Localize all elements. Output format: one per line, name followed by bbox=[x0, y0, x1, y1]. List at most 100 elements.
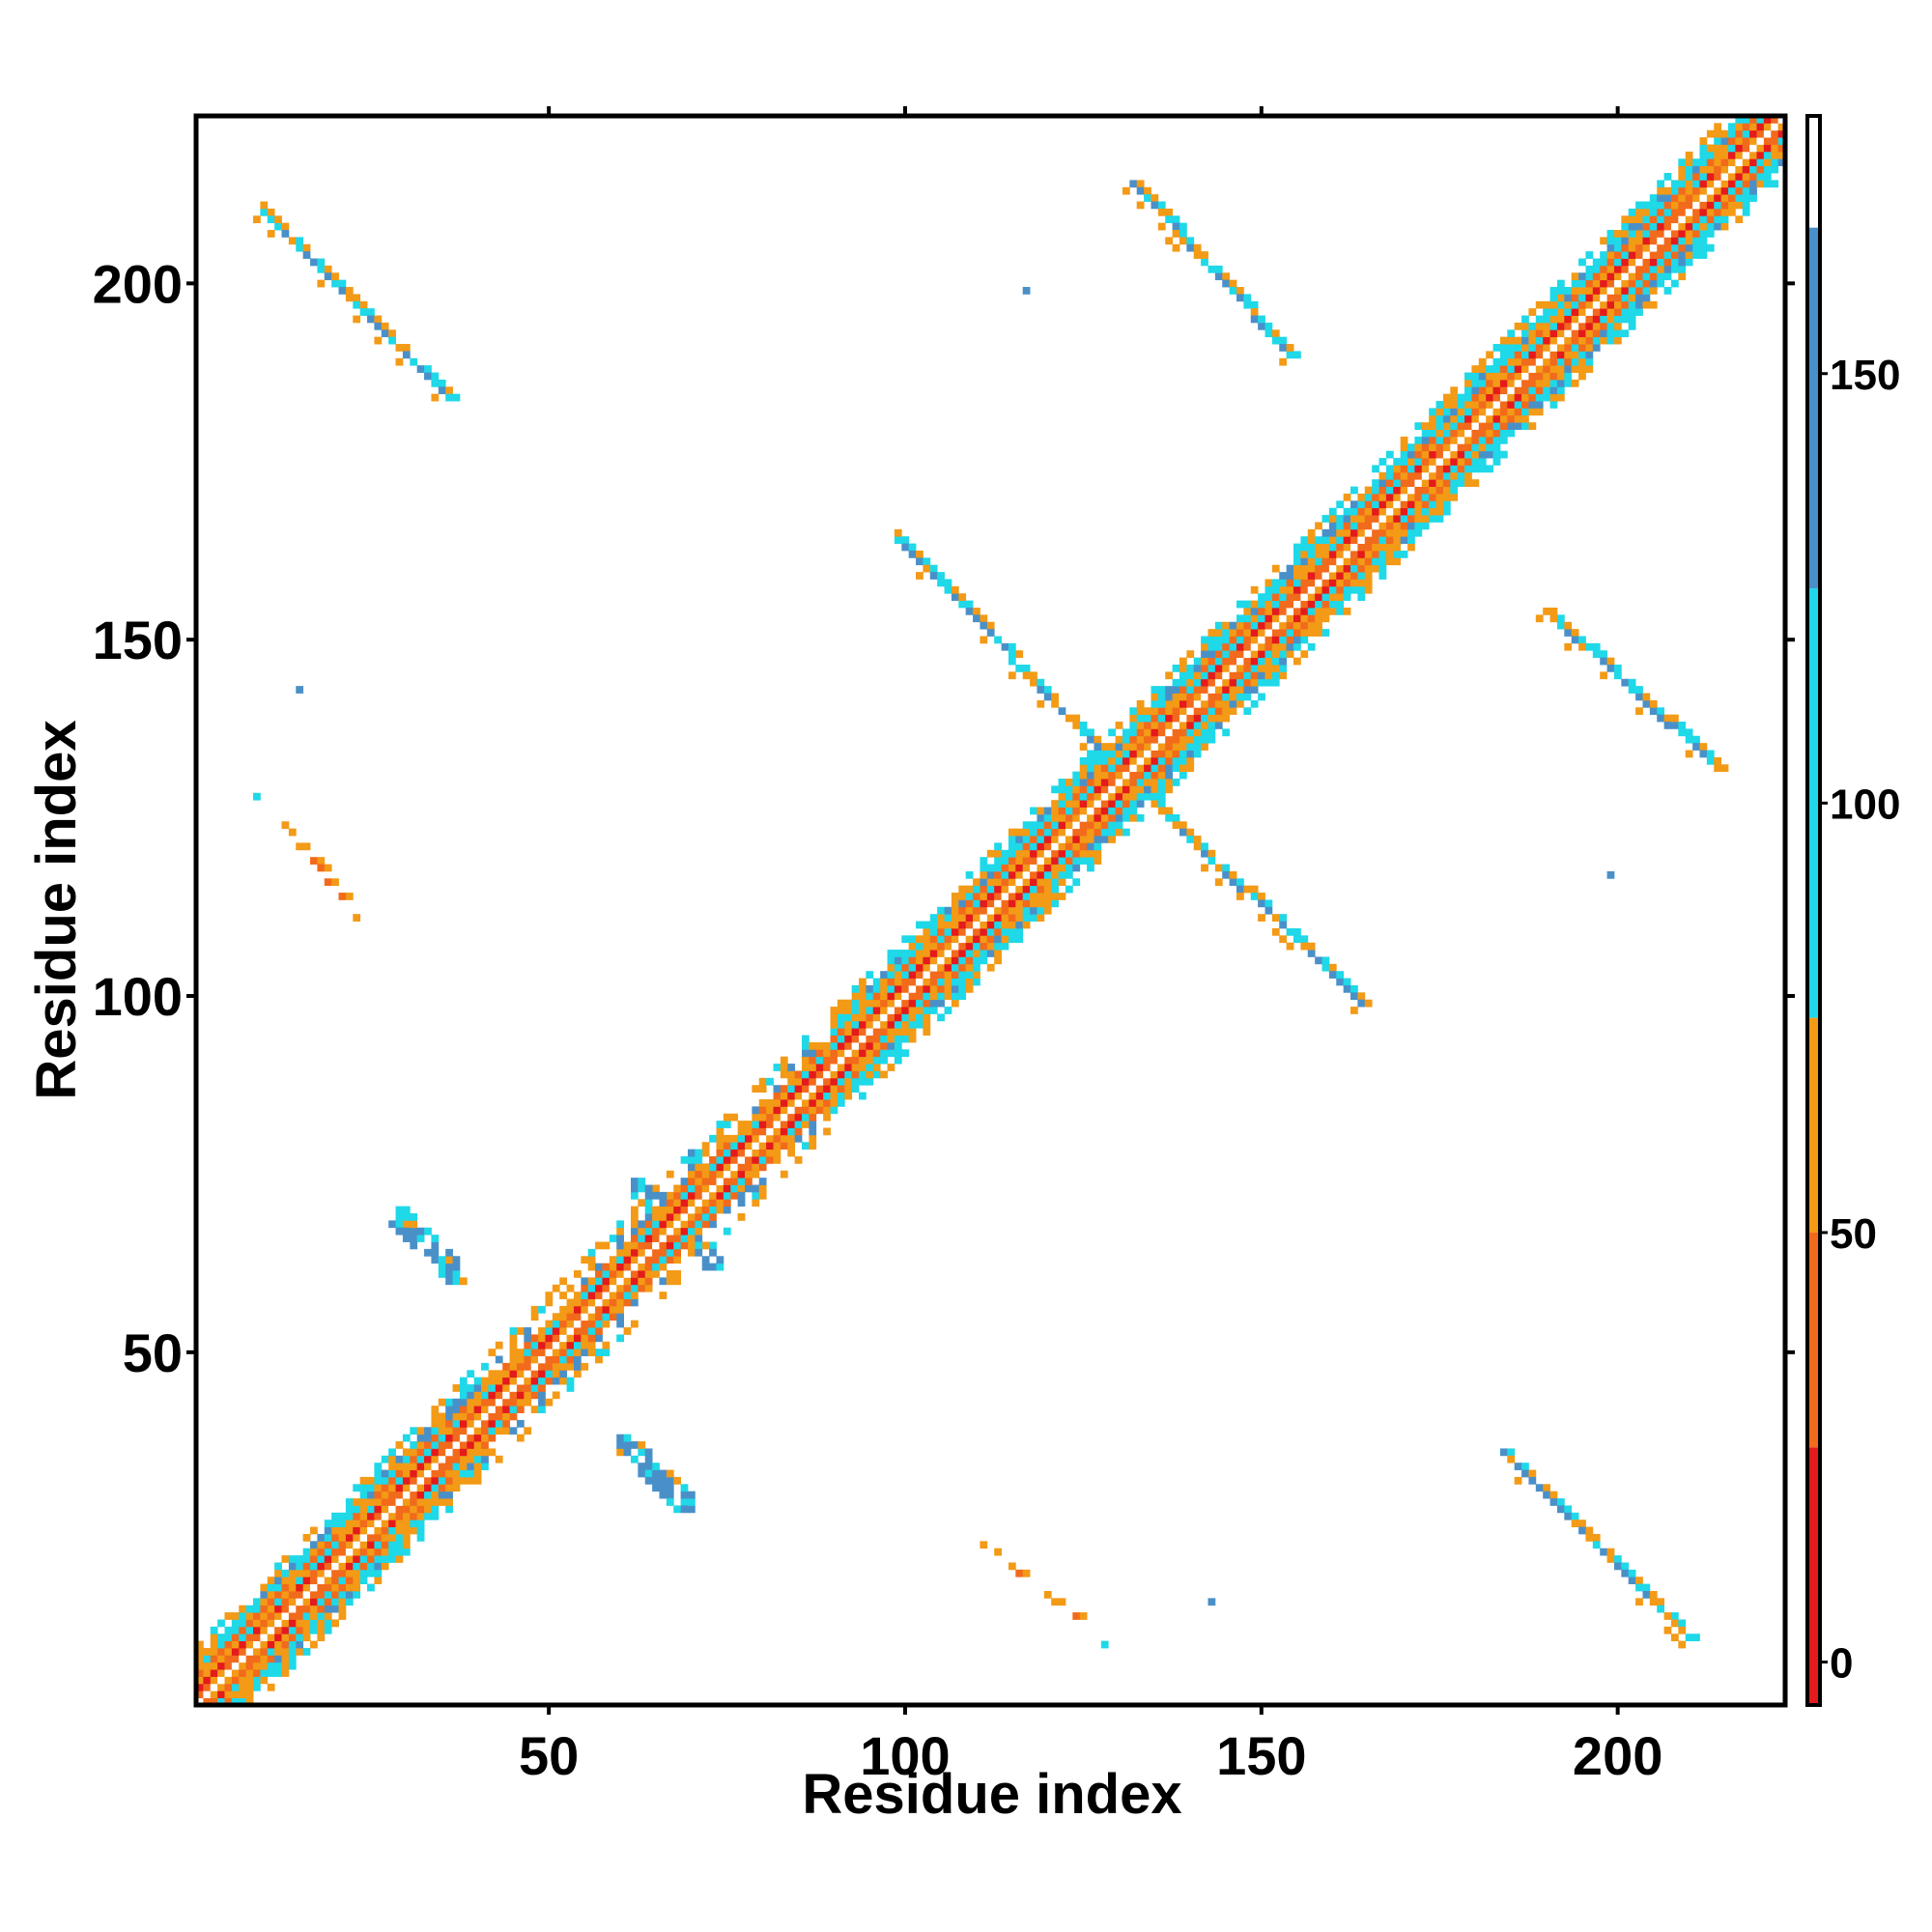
heatmap-cell bbox=[1008, 878, 1016, 887]
heatmap-cell bbox=[1507, 336, 1516, 345]
heatmap-cell bbox=[880, 978, 888, 986]
heatmap-cell bbox=[937, 935, 945, 944]
heatmap-cell bbox=[473, 1441, 482, 1449]
heatmap-cell bbox=[1157, 764, 1166, 773]
heatmap-cell bbox=[723, 1206, 731, 1214]
heatmap-cell bbox=[652, 1206, 660, 1214]
heatmap-cell bbox=[687, 1241, 696, 1250]
heatmap-cell bbox=[815, 1085, 824, 1094]
heatmap-cell bbox=[844, 1056, 853, 1065]
heatmap-cell bbox=[1621, 294, 1630, 302]
heatmap-cell bbox=[1321, 600, 1330, 609]
heatmap-cell bbox=[288, 1640, 297, 1649]
heatmap-cell bbox=[1543, 607, 1550, 615]
heatmap-cell bbox=[1578, 279, 1586, 288]
heatmap-cell bbox=[1670, 186, 1679, 195]
heatmap-cell bbox=[1621, 251, 1630, 259]
heatmap-cell bbox=[1058, 807, 1066, 815]
heatmap-cell bbox=[274, 1669, 282, 1677]
heatmap-cell bbox=[1129, 756, 1138, 765]
heatmap-cell bbox=[1592, 1533, 1601, 1542]
heatmap-cell bbox=[1201, 650, 1208, 659]
heatmap-cell bbox=[1328, 585, 1337, 594]
heatmap-cell bbox=[1621, 678, 1630, 687]
heatmap-cell bbox=[687, 1191, 696, 1200]
heatmap-cell bbox=[787, 1092, 796, 1100]
heatmap-cell bbox=[1727, 151, 1736, 159]
heatmap-cell bbox=[980, 870, 988, 879]
heatmap-cell bbox=[1043, 828, 1052, 837]
heatmap-cell bbox=[929, 572, 938, 580]
heatmap-cell bbox=[1471, 401, 1480, 409]
heatmap-cell bbox=[1193, 657, 1202, 666]
heatmap-cell bbox=[965, 927, 974, 936]
heatmap-cell bbox=[587, 1305, 596, 1314]
heatmap-cell bbox=[1714, 123, 1722, 131]
heatmap-cell bbox=[923, 1028, 931, 1036]
heatmap-cell bbox=[723, 1199, 731, 1208]
heatmap-cell bbox=[709, 1184, 717, 1193]
heatmap-cell bbox=[1421, 507, 1430, 516]
heatmap-cell bbox=[1514, 422, 1522, 430]
heatmap-cell bbox=[908, 1035, 917, 1043]
heatmap-cell bbox=[695, 1235, 703, 1242]
heatmap-cell bbox=[1065, 857, 1073, 865]
heatmap-cell bbox=[1094, 842, 1102, 851]
heatmap-cell bbox=[552, 1320, 560, 1328]
heatmap-cell bbox=[1136, 201, 1145, 210]
heatmap-cell bbox=[1385, 543, 1394, 552]
heatmap-cell bbox=[416, 1520, 425, 1527]
heatmap-cell bbox=[431, 379, 440, 387]
heatmap-cell bbox=[381, 1484, 389, 1492]
heatmap-cell bbox=[274, 1655, 282, 1663]
heatmap-cell bbox=[1037, 914, 1045, 922]
heatmap-cell bbox=[802, 1056, 810, 1065]
heatmap-cell bbox=[1343, 536, 1351, 544]
heatmap-cell bbox=[1364, 543, 1373, 552]
heatmap-cell bbox=[395, 1206, 404, 1214]
heatmap-cell bbox=[431, 1505, 440, 1514]
heatmap-cell bbox=[1065, 828, 1073, 837]
heatmap-cell bbox=[1699, 251, 1708, 259]
heatmap-cell bbox=[823, 1085, 831, 1094]
heatmap-cell bbox=[787, 1077, 796, 1086]
heatmap-cell bbox=[1307, 572, 1316, 580]
heatmap-cell bbox=[1065, 885, 1073, 894]
heatmap-cell bbox=[802, 1035, 810, 1043]
heatmap-cell bbox=[737, 1191, 746, 1200]
heatmap-cell bbox=[1229, 657, 1237, 666]
heatmap-cell bbox=[1229, 642, 1237, 651]
heatmap-cell bbox=[245, 1662, 254, 1670]
heatmap-cell bbox=[887, 1020, 895, 1029]
heatmap-cell bbox=[1364, 999, 1373, 1008]
heatmap-cell bbox=[1756, 173, 1765, 181]
heatmap-cell bbox=[1507, 429, 1516, 438]
heatmap-cell bbox=[1777, 123, 1786, 131]
heatmap-cell bbox=[1214, 650, 1223, 659]
heatmap-cell bbox=[1535, 329, 1544, 338]
heatmap-cell bbox=[1657, 272, 1664, 281]
heatmap-cell bbox=[1414, 458, 1423, 466]
heatmap-cell bbox=[1756, 129, 1765, 138]
heatmap-cell bbox=[1393, 500, 1402, 509]
heatmap-cell bbox=[267, 1619, 275, 1628]
heatmap-cell bbox=[1300, 557, 1309, 566]
heatmap-cell bbox=[745, 1134, 753, 1143]
heatmap-cell bbox=[1663, 265, 1672, 273]
heatmap-cell bbox=[1072, 771, 1081, 780]
heatmap-cell bbox=[1578, 372, 1586, 381]
heatmap-cell bbox=[872, 1041, 881, 1050]
heatmap-cell bbox=[1328, 607, 1337, 615]
heatmap-cell bbox=[1720, 764, 1729, 773]
heatmap-cell bbox=[381, 322, 389, 330]
heatmap-cell bbox=[1328, 507, 1337, 516]
heatmap-cell bbox=[1214, 671, 1223, 680]
heatmap-cell bbox=[716, 1206, 724, 1214]
heatmap-cell bbox=[431, 1484, 440, 1492]
heatmap-cell bbox=[253, 1683, 261, 1691]
heatmap-cell bbox=[538, 1377, 546, 1385]
heatmap-cell bbox=[880, 1049, 888, 1058]
heatmap-cell bbox=[1649, 243, 1658, 252]
heatmap-cell bbox=[502, 1419, 510, 1428]
heatmap-cell bbox=[281, 1577, 290, 1584]
